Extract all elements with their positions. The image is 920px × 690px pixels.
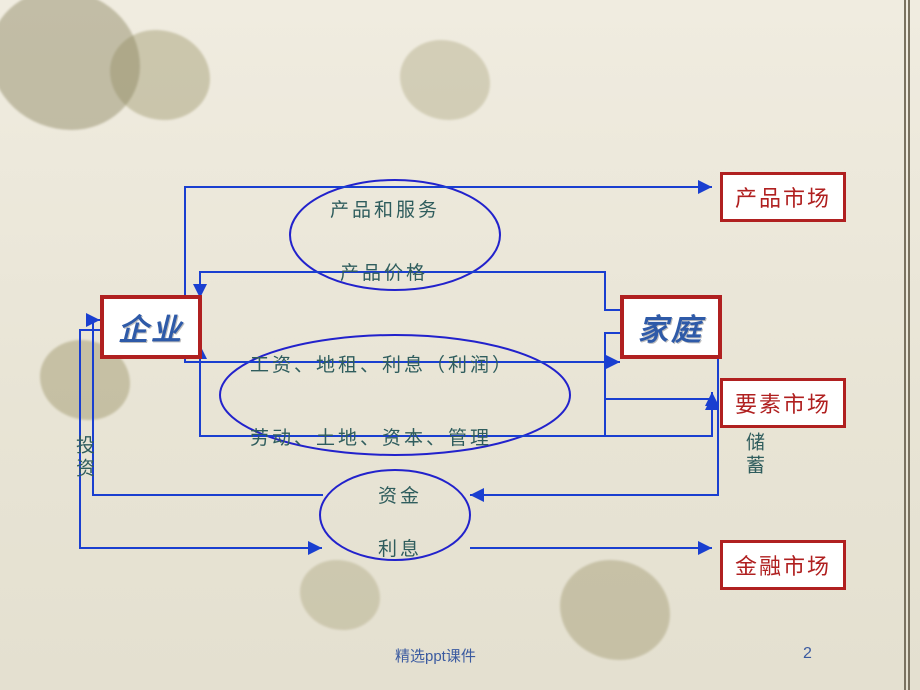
flow-product-price: 产品价格	[340, 258, 428, 285]
slide-number: 2	[803, 645, 812, 663]
flow-fund: 资金	[378, 481, 422, 508]
footer-text: 精选ppt课件	[395, 645, 476, 666]
slide-stage: 企业 家庭 产品市场 要素市场 金融市场 产品和服务 产品价格 工资、地租、利息…	[0, 0, 920, 690]
entity-enterprise: 企业	[100, 295, 202, 359]
leaf-decor	[400, 40, 490, 120]
flow-savings: 储蓄	[740, 432, 767, 478]
market-product: 产品市场	[720, 172, 846, 222]
flow-interest: 利息	[378, 534, 422, 561]
entity-household: 家庭	[620, 295, 722, 359]
leaf-decor	[0, 0, 140, 130]
leaf-decor	[300, 560, 380, 630]
market-finance: 金融市场	[720, 540, 846, 590]
right-border-decor	[904, 0, 910, 690]
flow-factor-payments: 工资、地租、利息（利润）	[250, 350, 514, 377]
flow-invest: 投资	[70, 435, 97, 481]
leaf-decor	[560, 560, 670, 660]
market-factor: 要素市场	[720, 378, 846, 428]
flow-factor-inputs: 劳动、土地、资本、管理	[250, 423, 492, 450]
flow-product-services: 产品和服务	[330, 195, 440, 222]
